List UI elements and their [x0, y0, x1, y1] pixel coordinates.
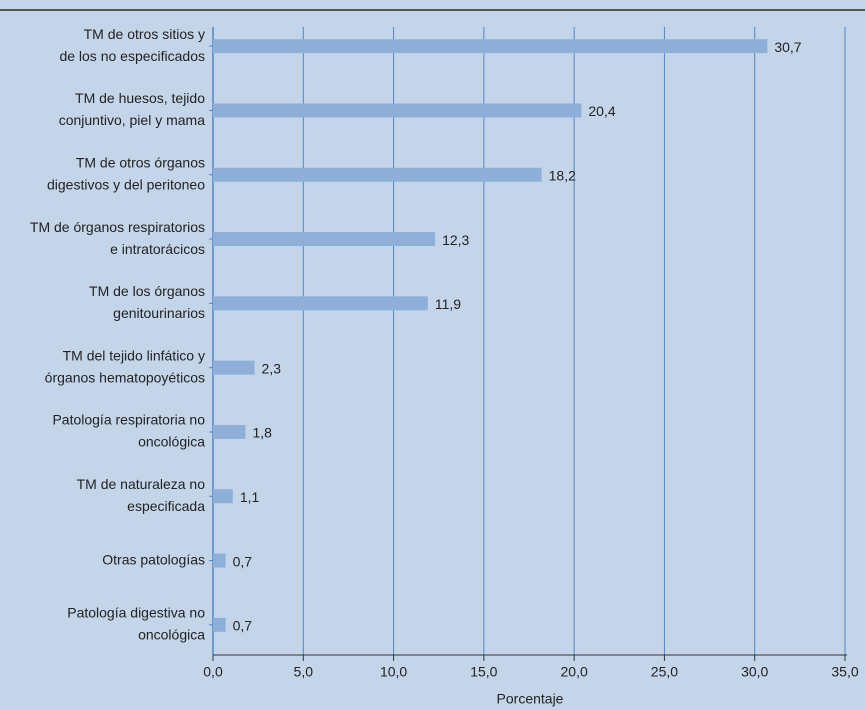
- value-label: 1,8: [253, 425, 273, 441]
- bar: [213, 39, 768, 54]
- x-tick-label: 35,0: [831, 664, 858, 680]
- y-tick-label: TM de naturaleza no: [77, 476, 206, 492]
- value-label: 20,4: [588, 103, 615, 119]
- y-tick-label: genitourinarios: [113, 305, 205, 321]
- value-label: 2,3: [262, 360, 282, 376]
- y-tick-label: oncológica: [138, 627, 205, 643]
- y-tick-label: conjuntivo, piel y mama: [59, 112, 206, 128]
- x-axis-label: Porcentaje: [497, 691, 564, 707]
- value-label: 1,1: [240, 489, 260, 505]
- bar: [213, 617, 226, 632]
- bar: [213, 103, 582, 118]
- x-tick-label: 25,0: [651, 664, 678, 680]
- y-tick-label: digestivos y del peritoneo: [47, 176, 205, 192]
- bar: [213, 296, 428, 311]
- x-tick-label: 30,0: [741, 664, 768, 680]
- x-tick-label: 20,0: [561, 664, 588, 680]
- y-tick-label: oncológica: [138, 434, 205, 450]
- bar: [213, 424, 246, 439]
- y-tick-label: TM de otros órganos: [76, 154, 205, 170]
- y-tick-label: de los no especificados: [59, 48, 205, 64]
- value-label: 12,3: [442, 232, 469, 248]
- bar: [213, 360, 255, 375]
- y-tick-label: TM del tejido linfático y: [63, 347, 205, 363]
- y-tick-label: e intratorácicos: [110, 241, 205, 257]
- bar: [213, 489, 233, 504]
- y-tick-label: TM de otros sitios y: [84, 26, 205, 42]
- bar: [213, 553, 226, 568]
- x-tick-label: 0,0: [203, 664, 223, 680]
- x-tick-label: 5,0: [294, 664, 314, 680]
- value-label: 0,7: [233, 618, 253, 634]
- bar: [213, 167, 542, 182]
- value-label: 30,7: [774, 39, 801, 55]
- y-tick-label: Patología respiratoria no: [52, 412, 205, 428]
- value-label: 18,2: [549, 167, 576, 183]
- y-tick-label: TM de órganos respiratorios: [30, 219, 205, 235]
- y-tick-label: órganos hematopoyéticos: [45, 369, 205, 385]
- y-tick-label: TM de los órganos: [89, 283, 205, 299]
- value-label: 0,7: [233, 553, 253, 569]
- value-label: 11,9: [435, 296, 461, 312]
- bar: [213, 232, 436, 247]
- y-tick-label: especificada: [127, 498, 205, 514]
- x-tick-label: 15,0: [470, 664, 497, 680]
- x-tick-label: 10,0: [380, 664, 407, 680]
- y-tick-label: TM de huesos, tejido: [75, 90, 205, 106]
- y-tick-label: Otras patologías: [102, 551, 205, 567]
- y-tick-label: Patología digestiva no: [67, 605, 205, 621]
